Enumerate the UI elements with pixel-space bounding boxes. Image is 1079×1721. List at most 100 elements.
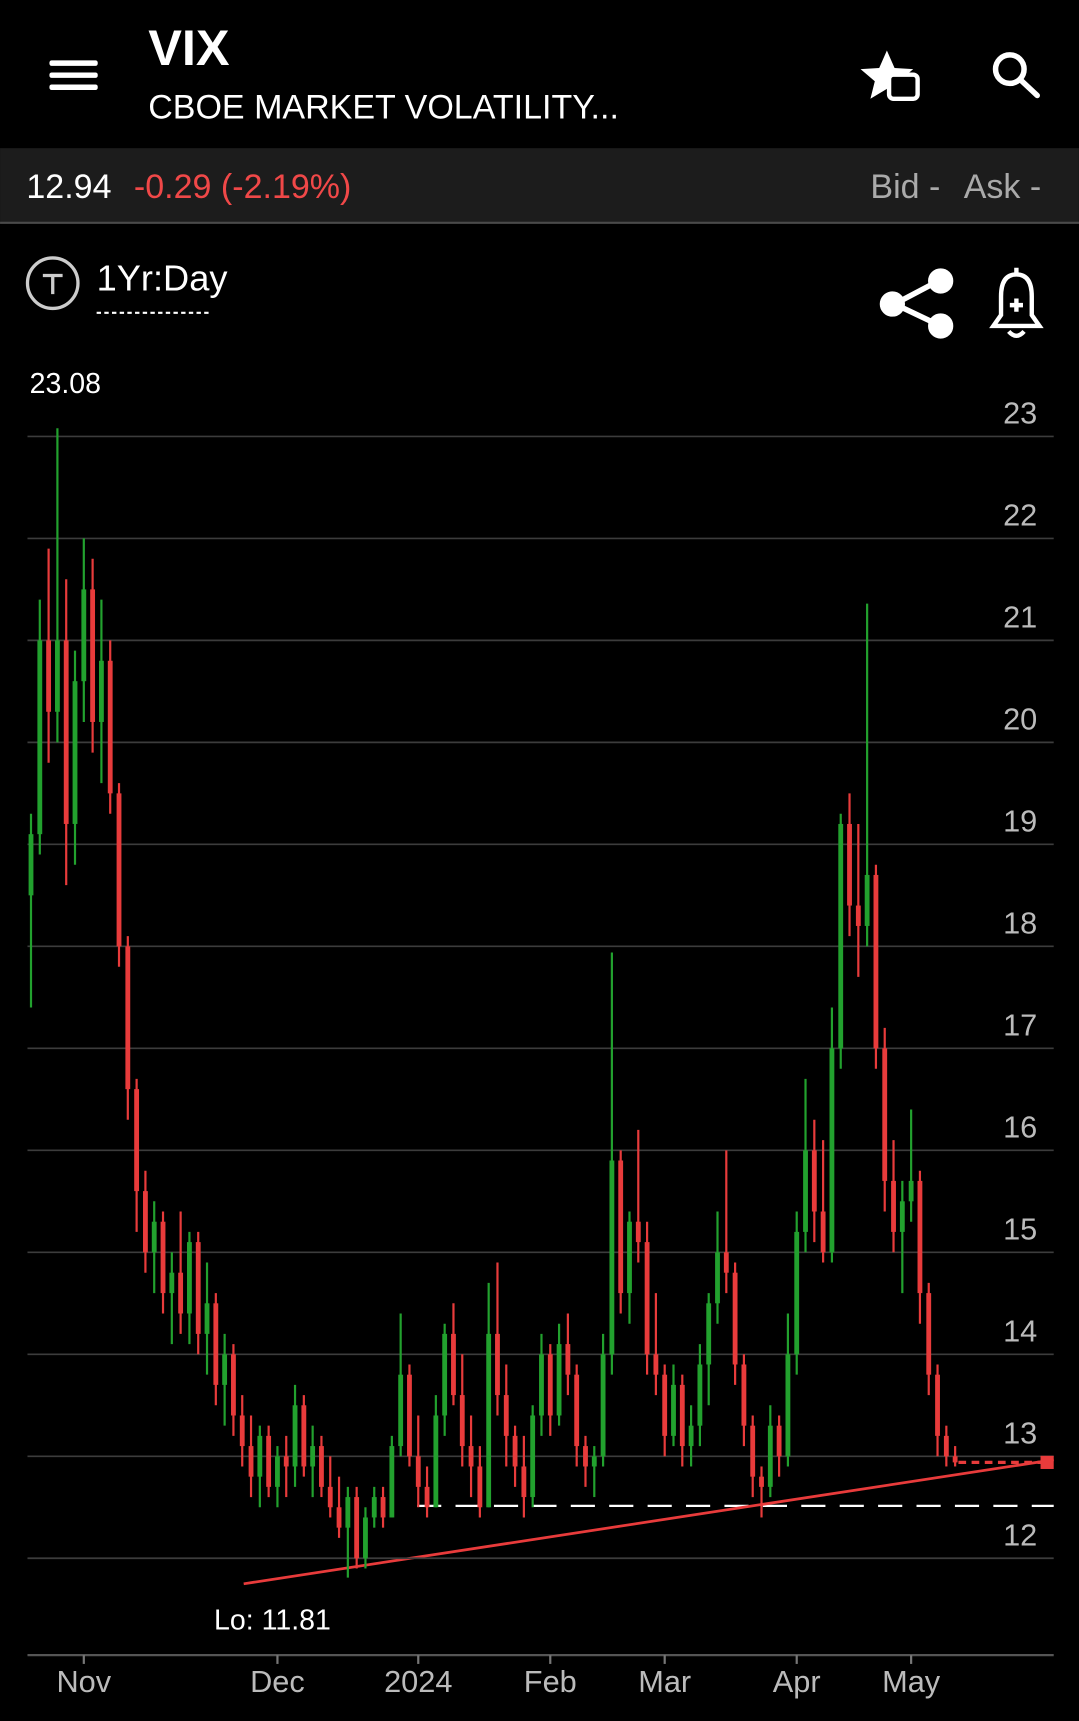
- candle-body: [98, 660, 104, 722]
- search-handle: [1018, 77, 1040, 99]
- x-tick-label: Nov: [56, 1664, 111, 1699]
- candle-body: [495, 1333, 500, 1396]
- y-tick-label: 21: [1003, 600, 1037, 635]
- chart-type-button[interactable]: [25, 256, 80, 311]
- candle-body: [547, 1354, 553, 1416]
- candle-body: [503, 1395, 509, 1436]
- alert-button[interactable]: [989, 267, 1044, 339]
- candle-body: [653, 1354, 659, 1375]
- y-tick-label: 17: [1003, 1008, 1037, 1043]
- candle-body: [54, 640, 60, 712]
- candle-body: [530, 1415, 536, 1498]
- candle-body: [952, 1456, 958, 1463]
- x-tick-label: 2024: [384, 1664, 452, 1699]
- candle-body: [873, 874, 879, 1049]
- candle-body: [855, 905, 861, 926]
- y-tick-label: 15: [1003, 1212, 1037, 1247]
- candle-body: [327, 1486, 333, 1508]
- candle-body: [706, 1303, 712, 1365]
- candle-body: [891, 1180, 896, 1232]
- plot: 12 13 14 15 16 17 18 19 20 21 22 23 Nov Dec 2024 Feb Mar…: [27, 396, 1054, 1699]
- candle-body: [222, 1354, 228, 1385]
- candle-body: [433, 1415, 439, 1508]
- candle-body: [345, 1497, 351, 1528]
- x-tick-label: Feb: [524, 1664, 577, 1699]
- candle-body: [248, 1446, 254, 1477]
- candle-body: [759, 1476, 764, 1487]
- candle-body: [512, 1435, 518, 1467]
- search-button[interactable]: [992, 52, 1040, 99]
- candle-body: [81, 589, 87, 682]
- candle-body: [565, 1344, 571, 1375]
- bid: Bid -: [870, 168, 940, 206]
- trend-line[interactable]: [243, 1458, 1054, 1586]
- candle-body: [125, 946, 131, 1090]
- candle-body: [838, 823, 844, 1049]
- candle-body: [794, 1231, 800, 1355]
- candle-body: [715, 1252, 720, 1304]
- candle-body: [310, 1446, 316, 1467]
- candle-body: [283, 1456, 289, 1467]
- type-icon-letter: [42, 273, 63, 295]
- candle-body: [767, 1425, 773, 1487]
- candle-body: [292, 1405, 298, 1467]
- candle-body: [195, 1242, 201, 1334]
- watchlist-button[interactable]: [860, 50, 920, 101]
- last-price-marker: [1040, 1455, 1054, 1469]
- candle-body: [398, 1374, 404, 1447]
- candle-body: [635, 1221, 641, 1243]
- candle-body: [160, 1221, 166, 1294]
- candle-body: [820, 1211, 826, 1253]
- candle-body: [697, 1364, 703, 1426]
- x-tick-label: Apr: [773, 1664, 821, 1699]
- candle-body: [389, 1446, 395, 1518]
- y-tick-label: 19: [1003, 804, 1037, 839]
- candle-body: [266, 1435, 272, 1487]
- candle-body: [63, 640, 69, 824]
- candle-body: [239, 1415, 245, 1447]
- candle-body: [204, 1303, 210, 1334]
- y-tick-label: 16: [1003, 1110, 1037, 1145]
- candle-body: [943, 1435, 949, 1457]
- candle-body: [899, 1201, 905, 1232]
- period-selector[interactable]: 1Yr:Day: [97, 258, 229, 314]
- candle-body: [908, 1180, 914, 1202]
- candle-body: [644, 1242, 650, 1355]
- candle-body: [609, 1160, 615, 1355]
- candle-body: [151, 1221, 157, 1253]
- candle-body: [415, 1456, 421, 1487]
- candle-body: [354, 1497, 360, 1559]
- candle-body: [935, 1374, 940, 1436]
- candle-body: [926, 1293, 932, 1375]
- list-icon: [886, 72, 920, 101]
- candle-body: [46, 640, 52, 712]
- candle-body: [574, 1374, 580, 1447]
- candle-body: [187, 1242, 192, 1314]
- candle-body: [107, 660, 113, 794]
- candle-body: [917, 1180, 923, 1294]
- candle-body: [28, 834, 34, 896]
- x-tick-label: Mar: [638, 1664, 691, 1699]
- candle-body: [829, 1048, 835, 1253]
- menu-button[interactable]: [49, 60, 98, 91]
- candle-body: [750, 1425, 756, 1477]
- candle-body: [231, 1354, 236, 1416]
- candle-body: [213, 1303, 219, 1385]
- share-button[interactable]: [879, 268, 954, 339]
- share-node: [928, 268, 954, 294]
- candle-body: [178, 1272, 184, 1314]
- y-tick-label: 20: [1003, 702, 1037, 737]
- candle-body: [618, 1160, 624, 1294]
- period-label: 1Yr:Day: [97, 258, 229, 299]
- candle-body: [741, 1364, 747, 1426]
- share-node: [928, 313, 954, 339]
- candle-body: [803, 1150, 808, 1232]
- candle-body: [134, 1089, 140, 1192]
- candle-body: [380, 1497, 386, 1518]
- type-icon: [25, 256, 80, 311]
- candle-body: [785, 1354, 791, 1457]
- symbol-subtitle: CBOE MARKET VOLATILITY...: [148, 89, 619, 127]
- candle-body: [486, 1333, 492, 1508]
